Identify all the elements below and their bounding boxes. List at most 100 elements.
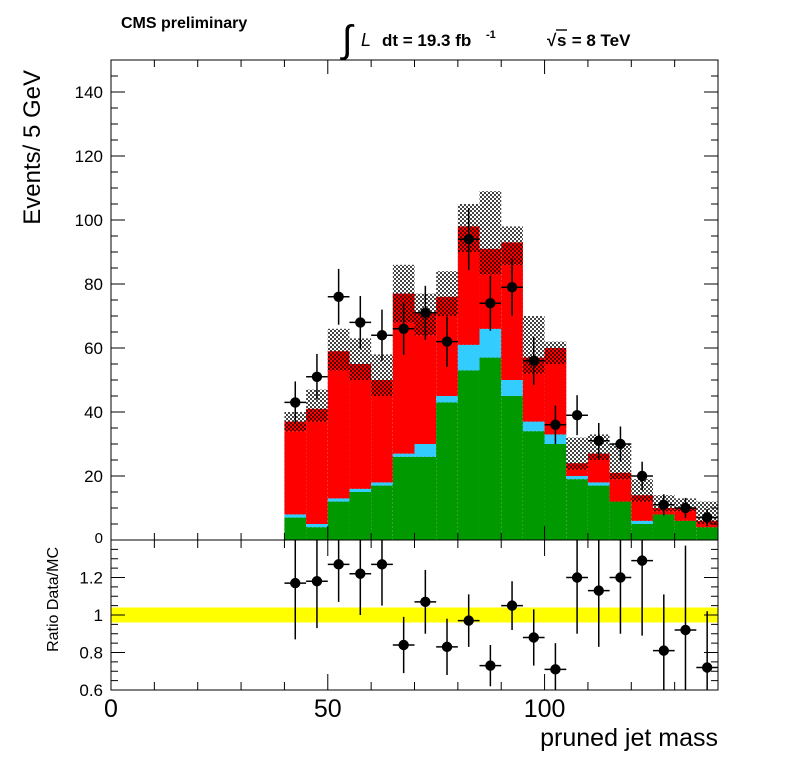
data-point-marker [333,291,344,302]
red-bar [566,469,588,476]
ratio-point-marker [571,572,583,583]
ratio-point-marker [636,555,648,566]
red-bar [284,431,307,515]
ratio-point-marker [376,559,388,570]
cyan-bar [631,520,653,524]
data-point [436,316,458,367]
data-point-marker [441,336,453,347]
green-bar [652,514,675,540]
cyan-bar [566,476,588,480]
red-bar [414,335,437,444]
y-tick-label: 60 [84,339,103,358]
cyan-bar [392,453,415,457]
ratio-point-marker [463,615,474,626]
ratio-point [674,545,697,690]
ratio-y-tick-label: 1.2 [79,569,103,588]
stack-histogram [284,191,718,540]
data-point [544,405,567,444]
dark_red-bar [306,408,328,422]
green-bar [609,501,632,540]
ratio-point-marker [506,600,518,611]
y-tick-label: 100 [75,211,103,230]
ratio-point [652,594,675,690]
data-point-marker [506,282,518,293]
red-bar [544,364,567,435]
y-tick-label: 40 [84,403,103,422]
dark_red-bar [349,364,372,380]
lumi-label: dt = 19.3 fb [382,31,471,50]
cyan-bar [371,482,393,486]
ratio-point [327,540,350,602]
red-bar [609,479,632,502]
main-y-zero-label: 0 [95,530,103,547]
green-bar [392,456,415,540]
ratio-point-marker [680,624,691,636]
ratio-point-marker [333,559,344,570]
cyan-bar [284,514,307,518]
y-tick-label: 120 [75,147,103,166]
ratio-y-tick-label: 1 [94,606,103,625]
ratio-point [414,570,437,634]
red-bar [306,421,328,524]
data-point [501,258,523,316]
ratio-point-marker [701,662,713,673]
lumi-exponent: -1 [486,29,496,41]
red-bar [371,396,393,483]
data-point [392,302,415,355]
cyan-bar [327,498,350,502]
data-point [696,509,718,527]
main-y-axis: 20 40 60 80 100 120 140 [75,59,719,541]
ratio-point [392,616,415,674]
green-bar [587,485,610,540]
green-bar [284,517,307,540]
data-point [479,275,502,331]
data-point-marker [658,499,670,510]
data-point-marker [355,317,366,328]
data-point-marker [485,298,496,309]
data-point-marker [593,435,604,446]
green-bar [544,444,567,540]
data-point-marker [398,323,409,334]
cyan-bar [587,482,610,486]
ratio-point-marker [311,576,323,587]
ratio-point-marker [593,585,604,596]
ratio-point-marker [550,664,561,675]
data-point [652,494,675,516]
sqrt-symbol: √ [547,31,557,50]
data-point [414,285,437,340]
data-point-marker [420,307,431,318]
data-point-marker [701,512,713,523]
green-bar [479,357,502,540]
y-tick-label: 20 [84,467,103,486]
ratio-point [306,540,328,629]
red-bar [457,252,480,345]
ratio-y-tick-label: 0.8 [79,644,103,663]
data-point-marker [376,330,388,341]
ratio-point-marker [615,572,626,583]
ratio-point [631,540,653,636]
green-bar [631,524,653,540]
data-point-marker [680,502,691,514]
data-point [327,268,350,325]
ratio-point-marker [441,641,453,653]
data-point [284,381,307,424]
cyan-bar [414,444,437,457]
main-y-axis-label: Events/ 5 GeV [19,70,46,225]
dark_red-bar [566,463,588,470]
data-point [587,422,610,459]
ratio-panel: 0.6 0.8 1 1.2 0 50 100 Ratio Data/MC pruned je… [45,539,719,752]
data-point-marker [528,355,539,366]
ratio-point [501,581,523,630]
red-bar [631,501,653,521]
ratio-point [457,594,480,647]
ratio-point [284,540,307,640]
green-bar [414,456,437,540]
dark_red-bar [371,380,393,396]
integral-symbol: ∫ [340,19,355,61]
ratio-point-marker [658,645,670,656]
cyan-bar [457,344,480,371]
x-tick-label: 50 [314,695,342,723]
ratio-point [544,643,567,690]
green-bar [327,501,350,540]
